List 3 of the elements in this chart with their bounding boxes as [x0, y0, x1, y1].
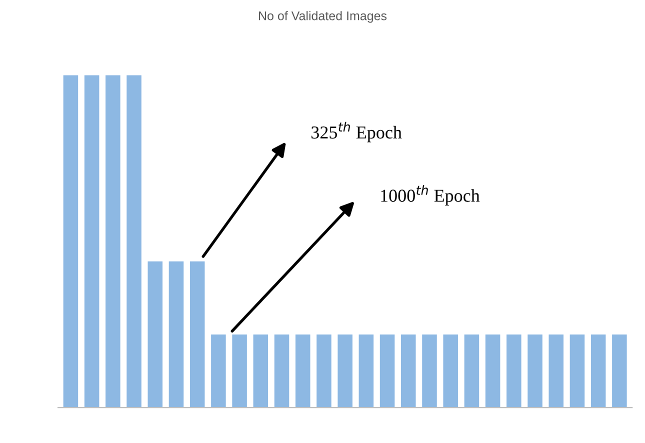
annotation: 1000$^{th}$ Epoch — [381, 185, 480, 206]
chart-title: No of Validated Images — [259, 11, 387, 23]
annotation: 325$^{th}$ Epoch — [311, 122, 402, 142]
